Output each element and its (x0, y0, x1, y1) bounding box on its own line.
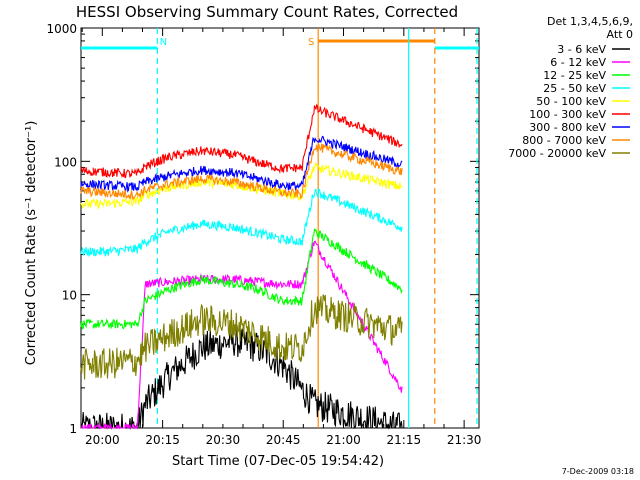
y-tick-label: 1000 (46, 22, 77, 36)
series-line (92, 161, 403, 210)
legend-label: 7000 - 20000 keV (508, 147, 606, 160)
y-tick-label: 10 (62, 289, 77, 303)
legend-header-line-2: Att 0 (607, 28, 633, 41)
series-line (92, 143, 403, 202)
y-axis: 1 10 100 1000 (46, 22, 479, 436)
series-line (92, 135, 403, 193)
x-tick-label: 21:15 (387, 433, 422, 447)
marker-lines (81, 28, 479, 428)
legend-label: 12 - 25 keV (543, 69, 606, 82)
series-line (92, 103, 403, 179)
legend-label: 100 - 300 keV (529, 108, 606, 121)
legend-label: 50 - 100 keV (536, 95, 606, 108)
x-tick-label: 21:30 (447, 433, 482, 447)
x-axis: 20:00 20:15 20:30 20:45 21:00 21:15 21:30 (81, 28, 482, 447)
legend-header-line-1: Det 1,3,4,5,6,9, (547, 15, 633, 28)
x-tick-label: 20:15 (145, 433, 180, 447)
series-line (93, 240, 403, 430)
legend-label: 3 - 6 keV (557, 43, 606, 56)
x-tick-label: 20:30 (206, 433, 241, 447)
x-tick-label: 20:00 (85, 433, 120, 447)
y-tick-label: 100 (54, 155, 77, 169)
legend-label: 800 - 7000 keV (522, 134, 606, 147)
x-axis-label: Start Time (07-Dec-05 19:54:42) (172, 454, 384, 469)
series-line (80, 348, 94, 380)
series-line (80, 318, 93, 330)
series-line (80, 185, 94, 198)
chart-title: HESSI Observing Summary Count Rates, Cor… (76, 3, 458, 21)
series-line (92, 187, 403, 257)
series-line (80, 166, 94, 176)
plot-area (80, 27, 480, 429)
series-line (80, 180, 94, 189)
series-line (92, 325, 403, 430)
annotation-label: N (160, 37, 167, 48)
plot-frame (80, 27, 480, 429)
y-axis-label: Corrected Count Rate (s⁻¹ detector⁻¹) (24, 121, 39, 366)
footer-date: 7-Dec-2009 03:18 (562, 467, 634, 476)
series-line (92, 294, 403, 379)
y-tick-label: 1 (69, 422, 77, 436)
series-line (92, 228, 403, 330)
legend-label: 25 - 50 keV (543, 82, 606, 95)
series-line (80, 247, 94, 258)
x-tick-label: 20:45 (266, 433, 301, 447)
series-layer (80, 103, 403, 430)
annotation-label: S (308, 37, 314, 48)
series-line (81, 423, 93, 429)
legend-label: 300 - 800 keV (529, 121, 606, 134)
x-tick-label: 21:00 (326, 433, 361, 447)
legend-label: 6 - 12 keV (550, 56, 606, 69)
series-line (80, 199, 94, 209)
